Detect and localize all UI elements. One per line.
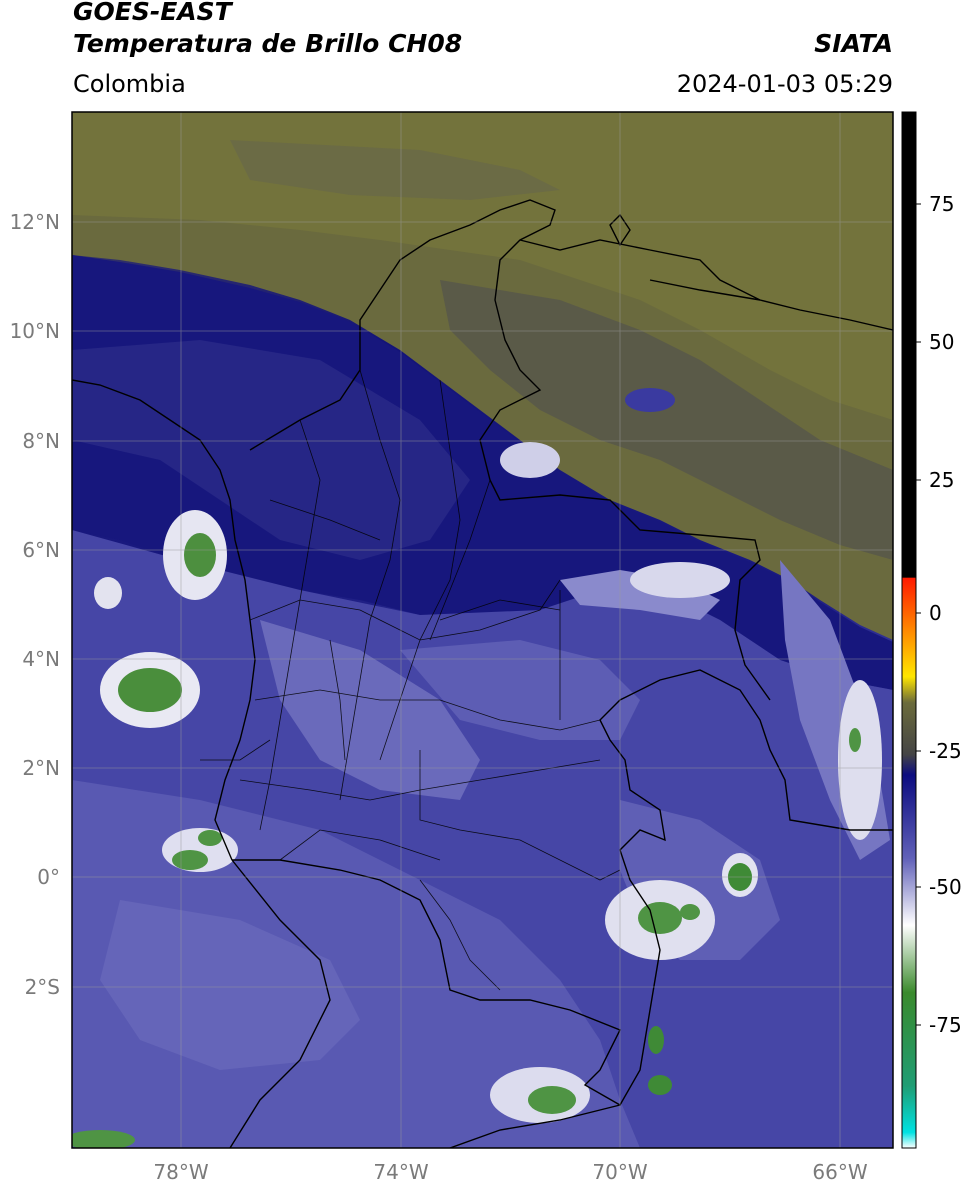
colorbar-label-minus25: -25 xyxy=(929,739,962,763)
lon-label-78w: 78°W xyxy=(153,1160,209,1184)
lon-label-70w: 70°W xyxy=(592,1160,648,1184)
lat-label-2s: 2°S xyxy=(24,975,60,999)
satellite-image xyxy=(72,112,893,1148)
product-title: Temperatura de Brillo CH08 xyxy=(73,29,463,58)
satellite-title: GOES-EAST xyxy=(73,0,232,26)
lon-label-74w: 74°W xyxy=(373,1160,429,1184)
lat-label-0: 0° xyxy=(37,865,60,889)
colorbar-label-minus50: -50 xyxy=(929,875,962,899)
lat-label-4n: 4°N xyxy=(22,647,60,671)
lon-label-66w: 66°W xyxy=(812,1160,868,1184)
graticule xyxy=(72,112,893,1148)
colorbar xyxy=(901,111,917,1149)
lat-label-10n: 10°N xyxy=(9,319,60,343)
colorbar-ticks xyxy=(916,203,921,1026)
colorbar-label-0: 0 xyxy=(929,601,942,625)
colorbar-label-50: 50 xyxy=(929,330,955,354)
lat-label-8n: 8°N xyxy=(22,429,60,453)
department-borders xyxy=(200,369,621,991)
colorbar-label-25: 25 xyxy=(929,468,955,492)
map-frame xyxy=(71,111,894,1149)
colorbar-label-minus75: -75 xyxy=(929,1013,962,1037)
colorbar-label-75: 75 xyxy=(929,192,955,216)
lat-label-12n: 12°N xyxy=(9,210,60,234)
lat-label-6n: 6°N xyxy=(22,538,60,562)
lat-label-2n: 2°N xyxy=(22,756,60,780)
brand-label: SIATA xyxy=(814,29,893,58)
datetime-label: 2024-01-03 05:29 xyxy=(676,70,893,98)
region-label: Colombia xyxy=(73,70,186,98)
